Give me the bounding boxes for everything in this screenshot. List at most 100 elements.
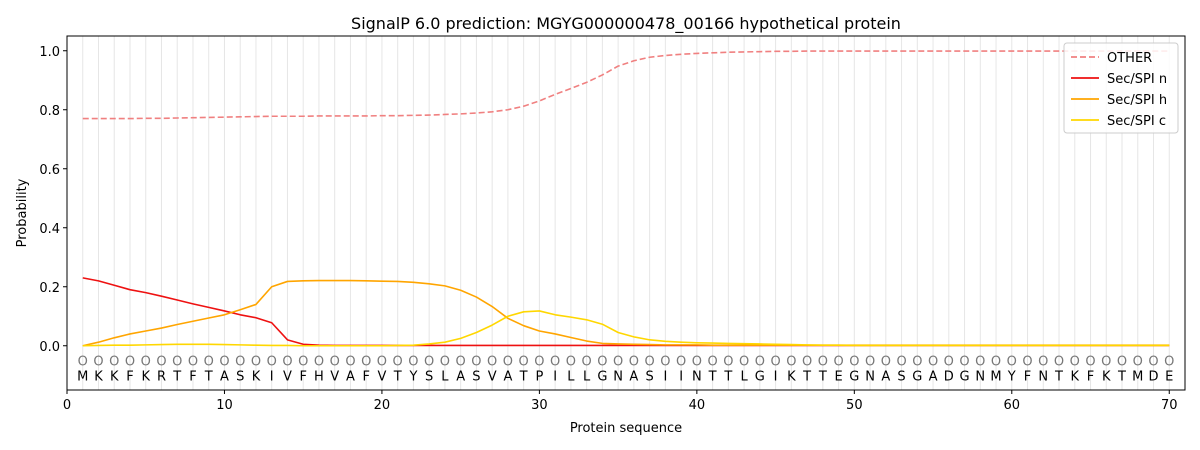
position-marker: O [330, 355, 340, 370]
residue-label: A [929, 369, 938, 384]
position-marker: O [550, 355, 560, 370]
position-marker: O [503, 355, 513, 370]
residue-label: F [362, 369, 369, 384]
position-marker: O [156, 355, 166, 370]
residue-label: G [912, 369, 922, 384]
residue-label: G [597, 369, 607, 384]
position-marker: O [314, 355, 324, 370]
y-axis-title: Probability [15, 178, 30, 247]
residue-label: T [519, 369, 528, 384]
position-marker: O [786, 355, 796, 370]
position-marker: O [345, 355, 355, 370]
position-marker: O [975, 355, 985, 370]
position-marker: O [566, 355, 576, 370]
residue-label: S [897, 369, 905, 384]
position-marker: O [1070, 355, 1080, 370]
position-marker: O [361, 355, 371, 370]
residue-label: H [314, 369, 324, 384]
position-marker: O [1164, 355, 1174, 370]
position-marker: O [818, 355, 828, 370]
position-marker: O [896, 355, 906, 370]
position-marker: O [267, 355, 277, 370]
residue-label: E [1165, 369, 1173, 384]
position-marker: O [534, 355, 544, 370]
position-marker: O [109, 355, 119, 370]
position-marker: O [739, 355, 749, 370]
residue-label: N [613, 369, 623, 384]
residue-label: T [1117, 369, 1126, 384]
residue-label: Y [1007, 369, 1016, 384]
series-layer [82, 50, 1170, 347]
residue-label: M [990, 369, 1001, 384]
residue-label: P [535, 369, 543, 384]
residue-label: M [1132, 369, 1143, 384]
position-marker: O [660, 355, 670, 370]
position-marker: O [1038, 355, 1048, 370]
y-tick-label: 0.8 [39, 104, 60, 119]
residue-label: S [236, 369, 244, 384]
residue-label: S [645, 369, 653, 384]
position-marker: O [1148, 355, 1158, 370]
residue-label: F [1087, 369, 1094, 384]
residue-label: K [1102, 369, 1111, 384]
position-marker: O [519, 355, 529, 370]
residue-label: A [503, 369, 512, 384]
x-tick-label: 50 [846, 398, 863, 413]
plot-frame [66, 35, 1186, 391]
x-tick-label: 10 [216, 398, 233, 413]
residue-label: I [679, 369, 683, 384]
residue-label: K [252, 369, 261, 384]
y-tick-label: 1.0 [39, 45, 60, 60]
residue-label: E [834, 369, 842, 384]
residue-label: K [1071, 369, 1080, 384]
series-line-3 [82, 310, 1170, 347]
position-marker: O [802, 355, 812, 370]
residue-label: S [472, 369, 480, 384]
position-marker: O [456, 355, 466, 370]
position-marker: O [219, 355, 229, 370]
position-marker: O [1101, 355, 1111, 370]
position-marker: O [78, 355, 88, 370]
position-marker: O [440, 355, 450, 370]
position-marker: O [487, 355, 497, 370]
residue-label: F [299, 369, 306, 384]
residue-label: A [346, 369, 355, 384]
position-marker: O [881, 355, 891, 370]
y-tick-label: 0.6 [39, 163, 60, 178]
residue-label: N [1038, 369, 1048, 384]
position-marker: O [188, 355, 198, 370]
x-tick-label: 0 [63, 398, 71, 413]
residue-label: A [629, 369, 638, 384]
position-marker: O [1133, 355, 1143, 370]
position-marker: O [1117, 355, 1127, 370]
position-marker: O [629, 355, 639, 370]
position-marker: O [93, 355, 103, 370]
residue-label: D [944, 369, 954, 384]
residue-label: V [488, 369, 497, 384]
position-marker: O [408, 355, 418, 370]
residue-label: S [425, 369, 433, 384]
residue-label: I [774, 369, 778, 384]
y-tick-label: 0.2 [39, 281, 60, 296]
legend-label: Sec/SPI n [1107, 72, 1167, 87]
residue-label: T [393, 369, 402, 384]
residue-label: A [220, 369, 229, 384]
position-marker: O [1007, 355, 1017, 370]
residue-label: V [283, 369, 292, 384]
position-marker-layer: OMOKOKOFOKOROTOFOTOAOSOKOIOVOFOHOVOAOFOV… [77, 355, 1174, 385]
position-marker: O [991, 355, 1001, 370]
position-marker: O [393, 355, 403, 370]
position-marker: O [235, 355, 245, 370]
residue-label: G [960, 369, 970, 384]
position-marker: O [692, 355, 702, 370]
position-marker: O [755, 355, 765, 370]
residue-label: G [849, 369, 859, 384]
residue-label: N [975, 369, 985, 384]
residue-label: G [755, 369, 765, 384]
grid-layer [82, 36, 1170, 390]
position-marker: O [377, 355, 387, 370]
residue-label: N [865, 369, 875, 384]
y-tick-label: 0.0 [39, 340, 60, 355]
residue-label: T [172, 369, 181, 384]
residue-label: T [723, 369, 732, 384]
